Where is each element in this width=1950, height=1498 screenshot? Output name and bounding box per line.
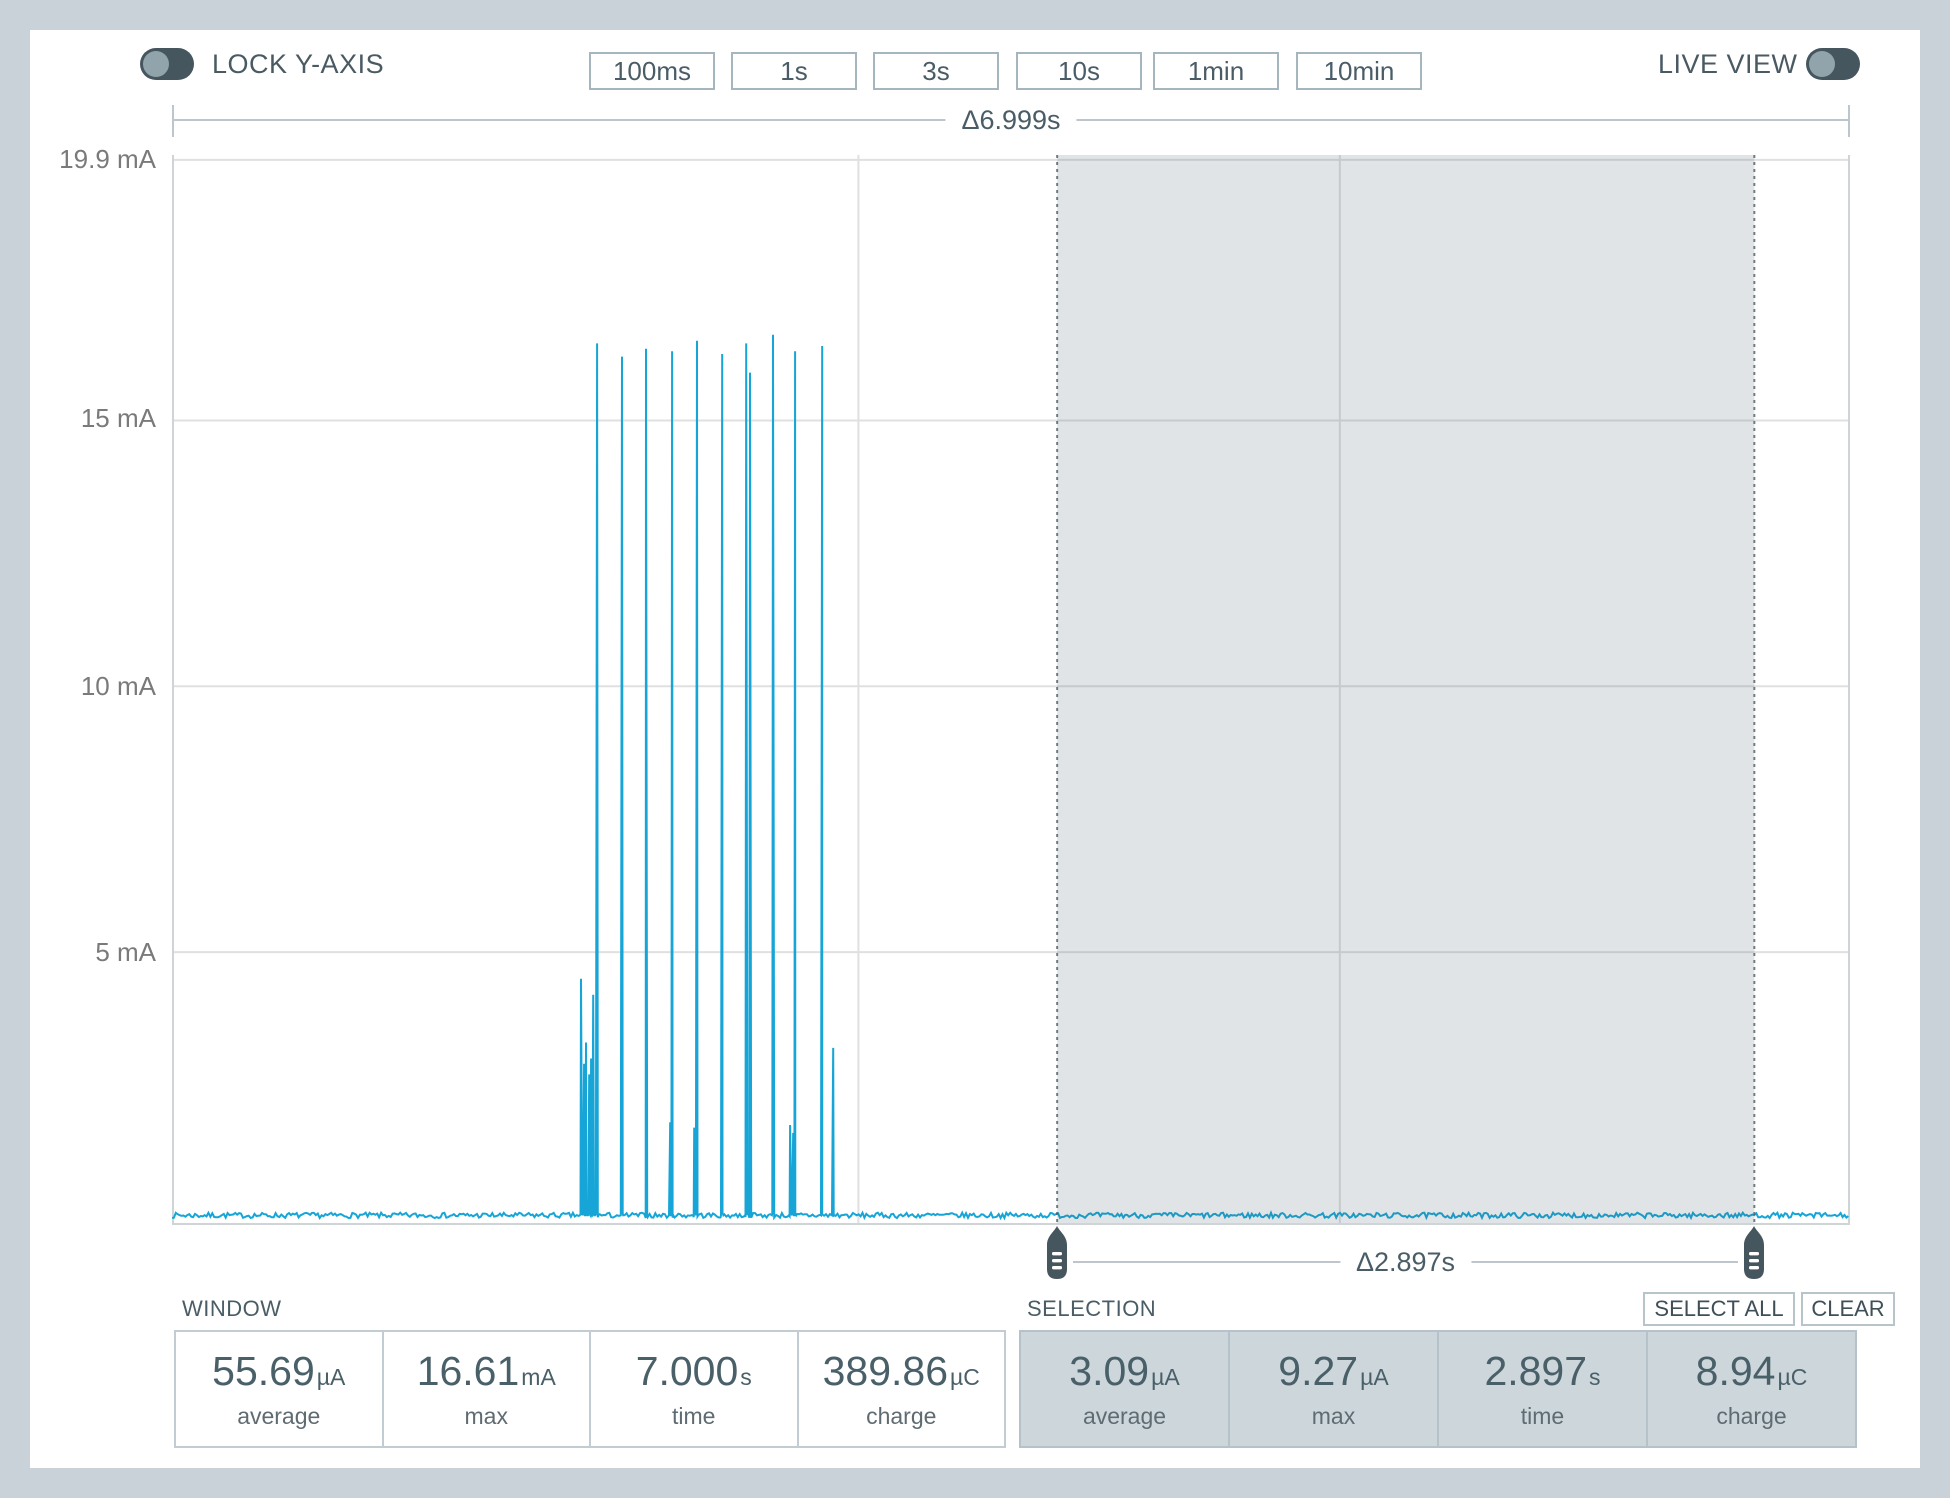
- selection-delta-label: Δ2.897s: [1339, 1247, 1472, 1278]
- window-delta-bracket: Δ6.999s: [172, 105, 1850, 137]
- selection-charge-value: 8.94: [1695, 1348, 1776, 1394]
- window-stat-charge: 389.86 µC charge: [796, 1332, 1005, 1446]
- lock-y-axis-toggle-knob: [143, 51, 169, 77]
- selection-time-unit: s: [1589, 1364, 1601, 1390]
- selection-average-unit: µA: [1151, 1364, 1180, 1390]
- live-view-toggle-knob: [1809, 51, 1835, 77]
- selection-max-value: 9.27: [1278, 1348, 1359, 1394]
- window-charge-unit: µC: [950, 1364, 980, 1390]
- bracket-left-tick: [172, 105, 174, 137]
- selection-time-caption: time: [1520, 1403, 1565, 1429]
- time-range-button-100ms[interactable]: 100ms: [589, 52, 715, 90]
- selection-max-caption: max: [1311, 1403, 1356, 1429]
- selection-handle-left[interactable]: [1045, 1226, 1069, 1280]
- window-time-caption: time: [672, 1403, 716, 1429]
- selection-average-caption: average: [1082, 1403, 1167, 1429]
- current-waveform: [172, 334, 1849, 1221]
- main-panel: LOCK Y-AXIS 100ms 1s 3s 10s 1min 10min L…: [30, 30, 1920, 1468]
- window-stat-time: 7.000 s time: [589, 1332, 797, 1446]
- selection-section-label: SELECTION: [1027, 1296, 1157, 1321]
- y-tick-15mA: 15 mA: [80, 403, 156, 433]
- selection-region[interactable]: [1057, 155, 1755, 1223]
- window-average-caption: average: [237, 1403, 321, 1429]
- window-time-unit: s: [740, 1364, 752, 1390]
- selection-handle-right[interactable]: [1742, 1226, 1766, 1280]
- time-range-button-1min[interactable]: 1min: [1153, 52, 1279, 90]
- lock-y-axis-toggle[interactable]: [140, 48, 194, 80]
- window-charge-value: 389.86: [822, 1348, 949, 1394]
- time-range-button-10s[interactable]: 10s: [1016, 52, 1142, 90]
- y-tick-19_9mA: 19.9 mA: [59, 144, 156, 174]
- window-max-value: 16.61: [416, 1348, 520, 1394]
- clear-button[interactable]: CLEAR: [1801, 1292, 1895, 1326]
- lock-y-axis-label: LOCK Y-AXIS: [212, 49, 385, 79]
- window-stat-average: 55.69 µA average: [176, 1332, 382, 1446]
- selection-stat-time: 2.897 s time: [1437, 1332, 1646, 1446]
- selection-delta-bracket: Δ2.897s: [1073, 1246, 1738, 1278]
- selection-max-unit: µA: [1360, 1364, 1389, 1390]
- live-view-label: LIVE VIEW: [1658, 49, 1798, 79]
- window-charge-caption: charge: [866, 1403, 937, 1429]
- selection-stat-average: 3.09 µA average: [1021, 1332, 1228, 1446]
- selection-time-value: 2.897: [1484, 1348, 1588, 1394]
- window-delta-label: Δ6.999s: [945, 105, 1077, 136]
- window-time-value: 7.000: [635, 1348, 739, 1394]
- y-tick-5mA: 5 mA: [95, 937, 156, 967]
- selection-charge-caption: charge: [1716, 1403, 1787, 1429]
- window-max-unit: mA: [521, 1364, 556, 1390]
- window-max-caption: max: [464, 1403, 508, 1429]
- window-average-unit: µA: [316, 1364, 346, 1390]
- window-stat-max: 16.61 mA max: [381, 1332, 590, 1446]
- selection-stats: 3.09 µA average 9.27 µA max 2.897 s time 8.…: [1019, 1330, 1857, 1448]
- live-view-toggle[interactable]: [1806, 48, 1860, 80]
- window-section-label: WINDOW: [182, 1296, 282, 1321]
- select-all-button[interactable]: SELECT ALL: [1643, 1292, 1795, 1326]
- bracket-right-tick: [1848, 105, 1850, 137]
- y-tick-10mA: 10 mA: [80, 671, 156, 701]
- window-average-value: 55.69: [212, 1348, 315, 1394]
- selection-stat-max: 9.27 µA max: [1228, 1332, 1437, 1446]
- current-chart[interactable]: [172, 155, 1850, 1225]
- selection-charge-unit: µC: [1777, 1364, 1808, 1390]
- time-range-button-10min[interactable]: 10min: [1296, 52, 1422, 90]
- window-stats: 55.69 µA average 16.61 mA max 7.000 s time …: [174, 1330, 1006, 1448]
- selection-stat-charge: 8.94 µC charge: [1646, 1332, 1855, 1446]
- time-range-button-3s[interactable]: 3s: [873, 52, 999, 90]
- time-range-button-1s[interactable]: 1s: [731, 52, 857, 90]
- selection-average-value: 3.09: [1069, 1348, 1150, 1394]
